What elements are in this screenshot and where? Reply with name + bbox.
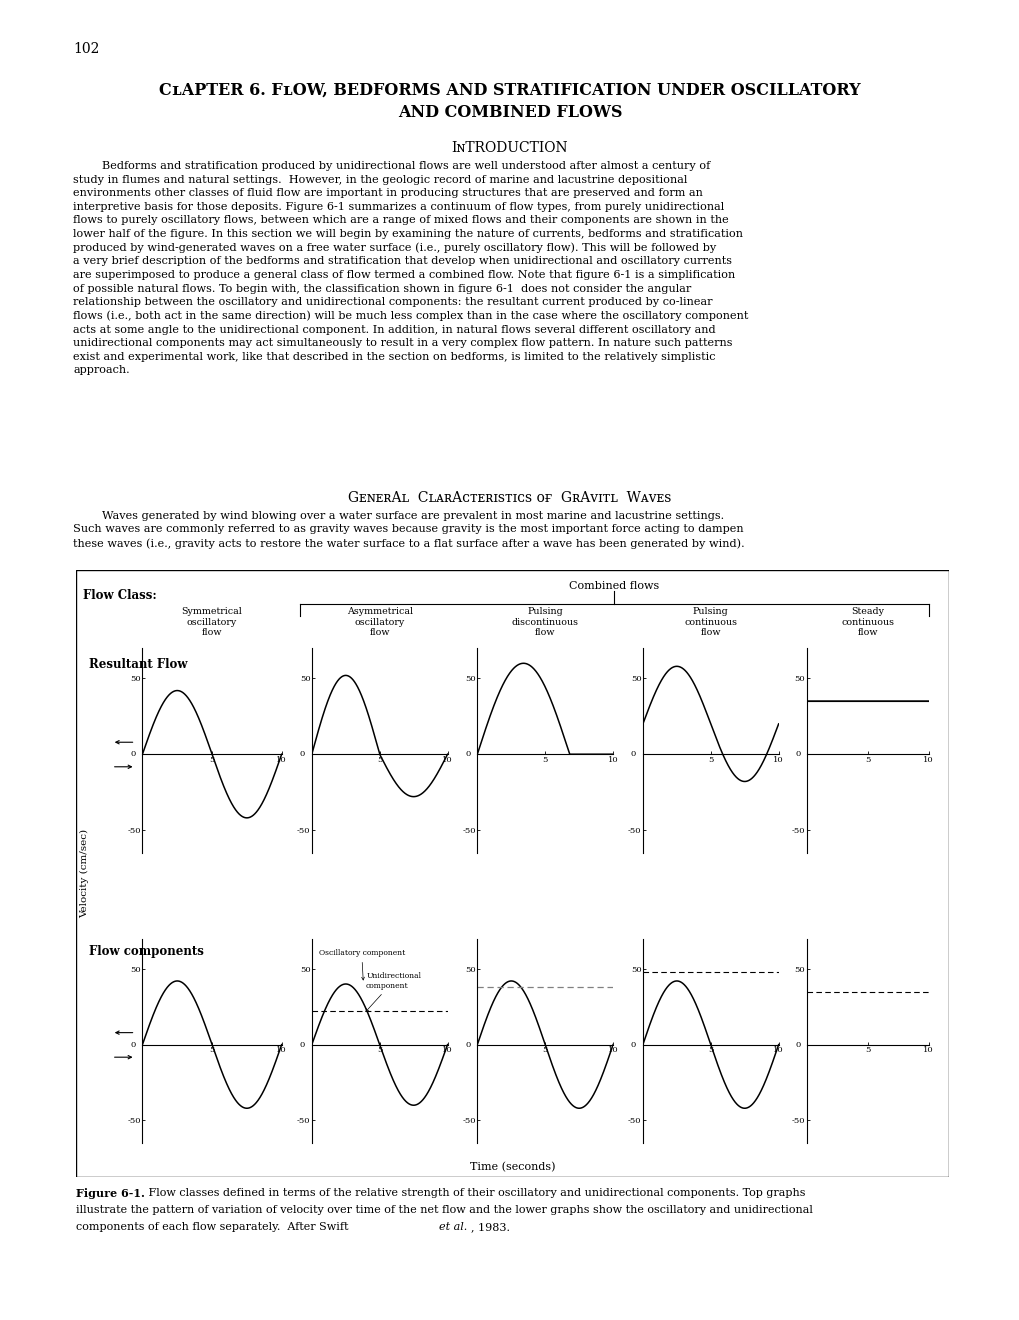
Text: Flow classes defined in terms of the relative strength of their oscillatory and : Flow classes defined in terms of the rel…	[145, 1188, 805, 1199]
Text: 0: 0	[795, 750, 800, 758]
Text: Unidirectional
component: Unidirectional component	[366, 973, 421, 1011]
Text: Oscillatory component: Oscillatory component	[318, 949, 405, 979]
Text: 0: 0	[630, 750, 636, 758]
Text: Resultant Flow: Resultant Flow	[89, 659, 187, 672]
Text: Symmetrical
oscillatory
flow: Symmetrical oscillatory flow	[181, 607, 243, 638]
Text: CʟAPTER 6. FʟOW, BEDFORMS AND STRATIFICATION UNDER OSCILLATORY: CʟAPTER 6. FʟOW, BEDFORMS AND STRATIFICA…	[159, 82, 860, 99]
Text: Steady
continuous
flow: Steady continuous flow	[841, 607, 894, 638]
Text: 0: 0	[300, 750, 305, 758]
Text: 0: 0	[130, 1040, 136, 1048]
Text: Bedforms and stratification produced by unidirectional flows are well understood: Bedforms and stratification produced by …	[73, 161, 748, 375]
Text: 0: 0	[465, 750, 470, 758]
Text: 0: 0	[630, 1040, 636, 1048]
Text: Flow Class:: Flow Class:	[83, 589, 156, 602]
Text: GᴇɴᴇʀAʟ  CʟᴀʀAᴄᴛᴇʀɪѕᴛɪᴄѕ ᴏғ  GʀAᴠɪᴛʟ  Wᴀᴠᴇѕ: GᴇɴᴇʀAʟ CʟᴀʀAᴄᴛᴇʀɪѕᴛɪᴄѕ ᴏғ GʀAᴠɪᴛʟ Wᴀᴠᴇѕ	[347, 491, 672, 506]
Text: 0: 0	[795, 1040, 800, 1048]
Text: components of each flow separately.  After Swift: components of each flow separately. Afte…	[76, 1222, 353, 1233]
Text: 0: 0	[300, 1040, 305, 1048]
Text: , 1983.: , 1983.	[471, 1222, 510, 1233]
Text: AND COMBINED FLOWS: AND COMBINED FLOWS	[397, 104, 622, 121]
Text: Velocity (cm/sec): Velocity (cm/sec)	[81, 829, 89, 919]
Text: et al.: et al.	[438, 1222, 467, 1233]
Text: 102: 102	[73, 42, 100, 57]
Text: Time (seconds): Time (seconds)	[470, 1162, 554, 1172]
Text: IɴTRODUCTION: IɴTRODUCTION	[451, 141, 568, 156]
Text: 0: 0	[465, 1040, 470, 1048]
Text: Combined flows: Combined flows	[569, 581, 659, 591]
Text: Flow components: Flow components	[89, 945, 204, 957]
Text: Pulsing
discontinuous
flow: Pulsing discontinuous flow	[512, 607, 578, 638]
Text: Pulsing
continuous
flow: Pulsing continuous flow	[684, 607, 737, 638]
Text: Asymmetrical
oscillatory
flow: Asymmetrical oscillatory flow	[346, 607, 413, 638]
Text: illustrate the pattern of variation of velocity over time of the net flow and th: illustrate the pattern of variation of v…	[76, 1205, 812, 1216]
Text: 0: 0	[130, 750, 136, 758]
Text: Waves generated by wind blowing over a water surface are prevalent in most marin: Waves generated by wind blowing over a w…	[73, 511, 744, 549]
Text: Figure 6-1.: Figure 6-1.	[76, 1188, 146, 1199]
